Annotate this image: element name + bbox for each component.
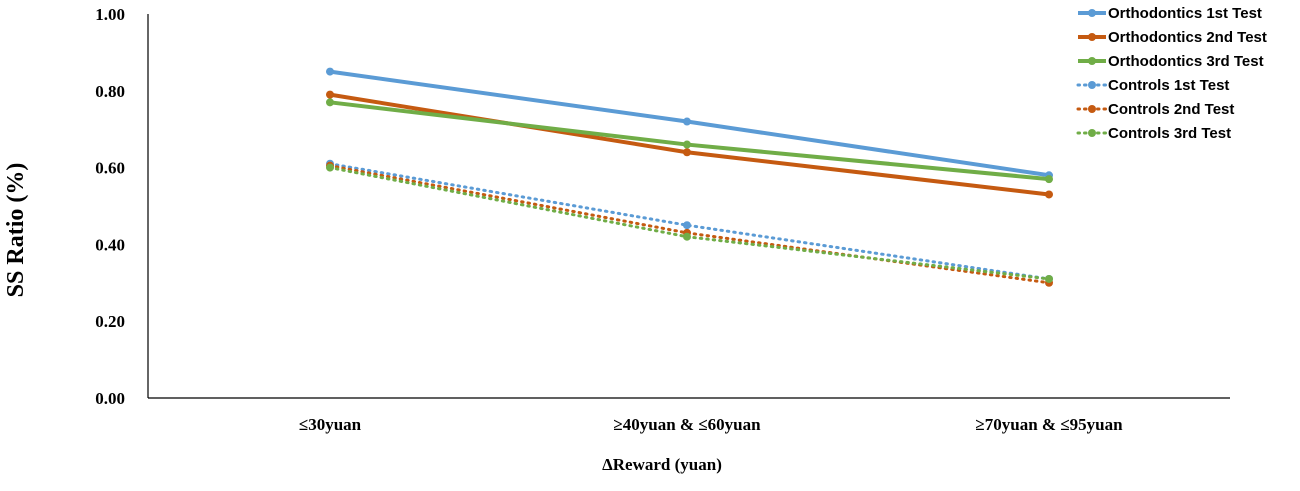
series-layer [326, 67, 1053, 287]
legend-label: Controls 1st Test [1108, 77, 1229, 94]
series-1 [326, 67, 1053, 180]
data-point [1045, 274, 1053, 283]
x-axis-title: ΔReward (yuan) [602, 455, 722, 474]
legend-swatch-marker [1088, 33, 1096, 41]
data-point [1045, 175, 1053, 184]
y-ticks: 0.00 0.20 0.40 0.60 0.80 1.00 [95, 5, 125, 408]
legend-label: Orthodontics 1st Test [1108, 5, 1262, 22]
legend-swatch-marker [1088, 129, 1096, 137]
legend: Orthodontics 1st Test Orthodontics 2nd Te… [1076, 5, 1267, 142]
legend-item: Orthodontics 1st Test [1078, 5, 1262, 22]
legend-swatch-marker [1088, 81, 1096, 89]
data-point [683, 232, 691, 241]
legend-item: Controls 1st Test [1076, 77, 1229, 94]
y-tick-label: 0.60 [95, 159, 125, 178]
legend-item: Controls 3rd Test [1076, 125, 1231, 142]
legend-label: Controls 3rd Test [1108, 125, 1231, 142]
series-2 [326, 90, 1053, 199]
y-tick-label: 0.80 [95, 82, 125, 101]
series-6 [326, 163, 1053, 283]
legend-swatch-marker [1088, 9, 1096, 17]
y-tick-label: 1.00 [95, 5, 125, 24]
y-axis-title: SS Ratio (%) [3, 163, 29, 298]
x-tick-label: ≥40yuan & ≤60yuan [613, 415, 761, 434]
data-point [326, 163, 334, 172]
x-ticks: ≤30yuan ≥40yuan & ≤60yuan ≥70yuan & ≤95yua… [299, 415, 1123, 434]
series-3 [326, 98, 1053, 184]
series-4 [326, 159, 1053, 283]
data-point [683, 117, 691, 126]
y-tick-label: 0.40 [95, 235, 125, 254]
x-tick-label: ≥70yuan & ≤95yuan [975, 415, 1123, 434]
data-point [326, 67, 334, 76]
series-line [329, 100, 1050, 182]
data-point [1045, 190, 1053, 199]
x-tick-label: ≤30yuan [299, 415, 362, 434]
series-line [328, 162, 1051, 281]
legend-label: Controls 2nd Test [1108, 101, 1234, 118]
data-point [326, 90, 334, 99]
legend-swatch-marker [1088, 57, 1096, 65]
data-point [683, 140, 691, 149]
legend-label: Orthodontics 3rd Test [1108, 53, 1264, 70]
legend-item: Orthodontics 3rd Test [1078, 53, 1264, 70]
y-tick-label: 0.00 [95, 389, 125, 408]
data-point [683, 221, 691, 230]
data-point [683, 148, 691, 157]
data-point [326, 98, 334, 107]
legend-item: Controls 2nd Test [1076, 101, 1234, 118]
legend-item: Orthodontics 2nd Test [1078, 29, 1267, 46]
legend-swatch-marker [1088, 105, 1096, 113]
axes [147, 14, 1230, 399]
y-tick-label: 0.20 [95, 312, 125, 331]
legend-label: Orthodontics 2nd Test [1108, 29, 1267, 46]
